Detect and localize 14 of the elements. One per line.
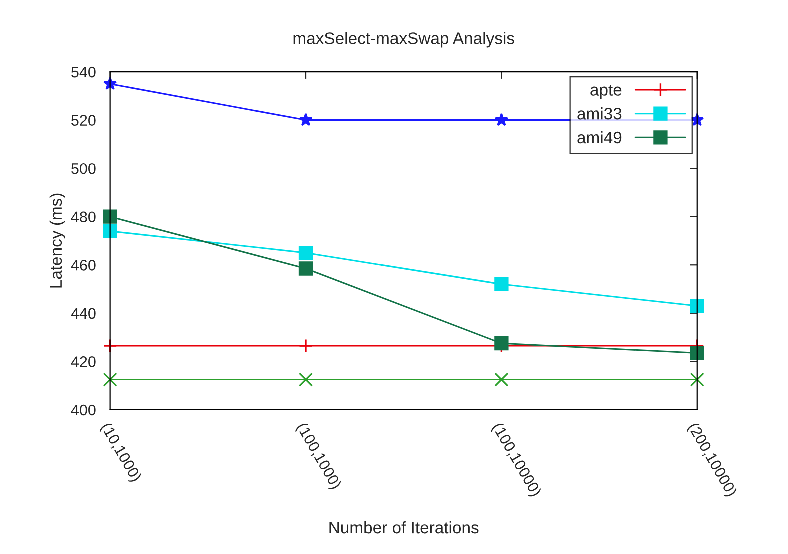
- y-tick-label: 540: [72, 66, 96, 78]
- y-tick-label: 500: [72, 163, 96, 174]
- y-tick-label: 480: [71, 212, 96, 223]
- chart-title: maxSelect-maxSwap Analysis: [294, 32, 514, 48]
- y-tick-label: 420: [71, 356, 96, 368]
- y-tick-label: 400: [71, 404, 96, 416]
- y-axis-title: Latency (ms): [50, 194, 66, 288]
- legend-label: apte: [590, 84, 622, 100]
- y-tick-label: 520: [72, 115, 96, 126]
- y-tick-label: 460: [71, 260, 96, 271]
- legend-label: ami49: [578, 131, 622, 144]
- legend-label: ami33: [578, 108, 622, 120]
- y-tick-label: 440: [71, 308, 96, 320]
- x-axis-title: Number of Iterations: [330, 521, 479, 534]
